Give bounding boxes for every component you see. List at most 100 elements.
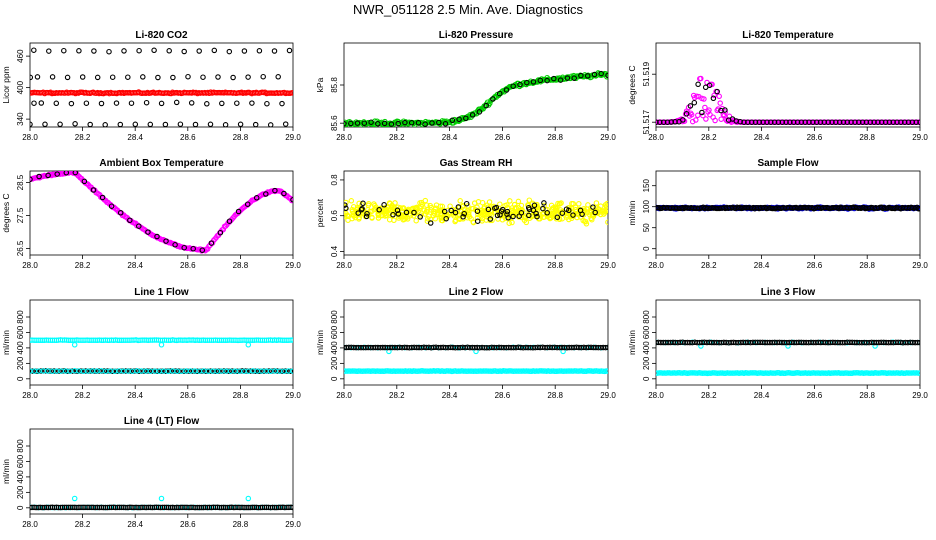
data-points — [30, 171, 293, 254]
data-point — [886, 119, 893, 125]
x-tick-label: 28.6 — [807, 391, 823, 400]
data-point — [408, 120, 415, 126]
data-point — [433, 205, 439, 211]
data-point — [507, 198, 513, 204]
data-point — [57, 121, 63, 127]
y-tick-label: 51.519 — [642, 61, 651, 86]
data-point — [517, 81, 523, 88]
data-point — [162, 121, 169, 127]
data-point — [422, 211, 428, 217]
data-point — [604, 74, 608, 80]
data-point — [515, 204, 522, 211]
data-point — [221, 368, 227, 374]
data-point — [580, 217, 586, 224]
data-point — [411, 209, 417, 216]
data-point — [528, 201, 535, 207]
data-point — [63, 171, 70, 176]
data-point — [890, 119, 896, 125]
data-point — [541, 202, 547, 209]
x-tick-label: 28.4 — [754, 261, 770, 270]
data-point — [752, 119, 759, 125]
x-tick-label: 29.0 — [285, 133, 301, 142]
data-point — [204, 101, 210, 107]
data-point — [721, 112, 728, 119]
data-point — [64, 74, 71, 81]
data-point — [741, 119, 747, 125]
data-point — [261, 368, 267, 374]
data-point — [900, 370, 907, 376]
data-point — [282, 121, 289, 127]
data-point — [417, 214, 423, 220]
data-points — [656, 339, 920, 377]
data-point — [551, 75, 557, 82]
data-point — [590, 204, 596, 210]
data-point — [524, 79, 530, 86]
y-axis-label: ml/min — [1, 459, 11, 484]
data-point — [605, 344, 608, 351]
series-calibration-black — [30, 47, 293, 127]
data-point — [443, 215, 449, 222]
x-axis: 28.0 28.2 28.4 28.6 28.8 29.0 — [336, 255, 616, 270]
data-point — [714, 88, 720, 95]
data-point — [787, 119, 793, 125]
data-point — [72, 121, 78, 127]
data-point — [605, 219, 608, 225]
data-point — [486, 199, 493, 205]
data-point — [71, 342, 78, 348]
data-point — [245, 342, 252, 348]
data-point — [375, 121, 381, 127]
y-tick-label: 51.517 — [642, 109, 651, 134]
data-point — [344, 120, 347, 127]
data-point — [840, 119, 847, 125]
y-tick-label: 400 — [16, 470, 25, 484]
data-point — [394, 368, 400, 374]
data-point — [249, 100, 255, 106]
data-point — [383, 212, 390, 219]
panel-gas-stream-rh: Gas Stream RH 28.0 28.2 28.4 28.6 28.8 29.0 0.4… — [315, 158, 616, 270]
data-point — [799, 370, 805, 376]
data-point — [46, 48, 52, 54]
data-point — [264, 100, 270, 107]
data-point — [185, 73, 191, 80]
data-point — [448, 207, 454, 214]
data-point — [604, 203, 608, 209]
data-point — [381, 120, 388, 127]
data-point — [390, 211, 396, 218]
x-tick-label: 28.6 — [180, 520, 196, 529]
data-point — [504, 211, 510, 217]
data-point — [36, 173, 42, 180]
data-point — [398, 213, 404, 220]
data-point — [584, 73, 591, 79]
data-point — [540, 205, 546, 212]
data-point — [117, 121, 124, 127]
series-cyan-low — [30, 368, 293, 375]
data-point — [756, 119, 763, 125]
data-point — [503, 87, 510, 93]
data-point — [109, 368, 116, 375]
data-point — [913, 119, 919, 125]
series-black — [656, 204, 920, 212]
data-point — [845, 370, 852, 376]
data-point — [387, 201, 393, 207]
data-point — [794, 119, 801, 125]
data-point — [422, 121, 428, 127]
data-point — [140, 74, 146, 80]
y-tick-label: 85.8 — [330, 77, 339, 93]
data-point — [163, 238, 169, 244]
y-tick-label: 200 — [16, 356, 25, 370]
y-tick-label: 400 — [16, 80, 25, 94]
data-point — [568, 213, 575, 219]
data-point — [166, 48, 172, 54]
y-axis-label: ml/min — [1, 330, 11, 355]
data-point — [449, 117, 456, 124]
y-tick-label: 600 — [330, 325, 339, 339]
data-point — [579, 211, 585, 218]
data-point — [207, 121, 214, 127]
data-point — [701, 96, 707, 102]
data-point — [441, 208, 448, 215]
x-tick-label: 28.8 — [859, 391, 875, 400]
data-point — [445, 368, 452, 374]
data-point — [349, 208, 356, 215]
data-point — [230, 74, 236, 81]
data-point — [469, 112, 476, 118]
